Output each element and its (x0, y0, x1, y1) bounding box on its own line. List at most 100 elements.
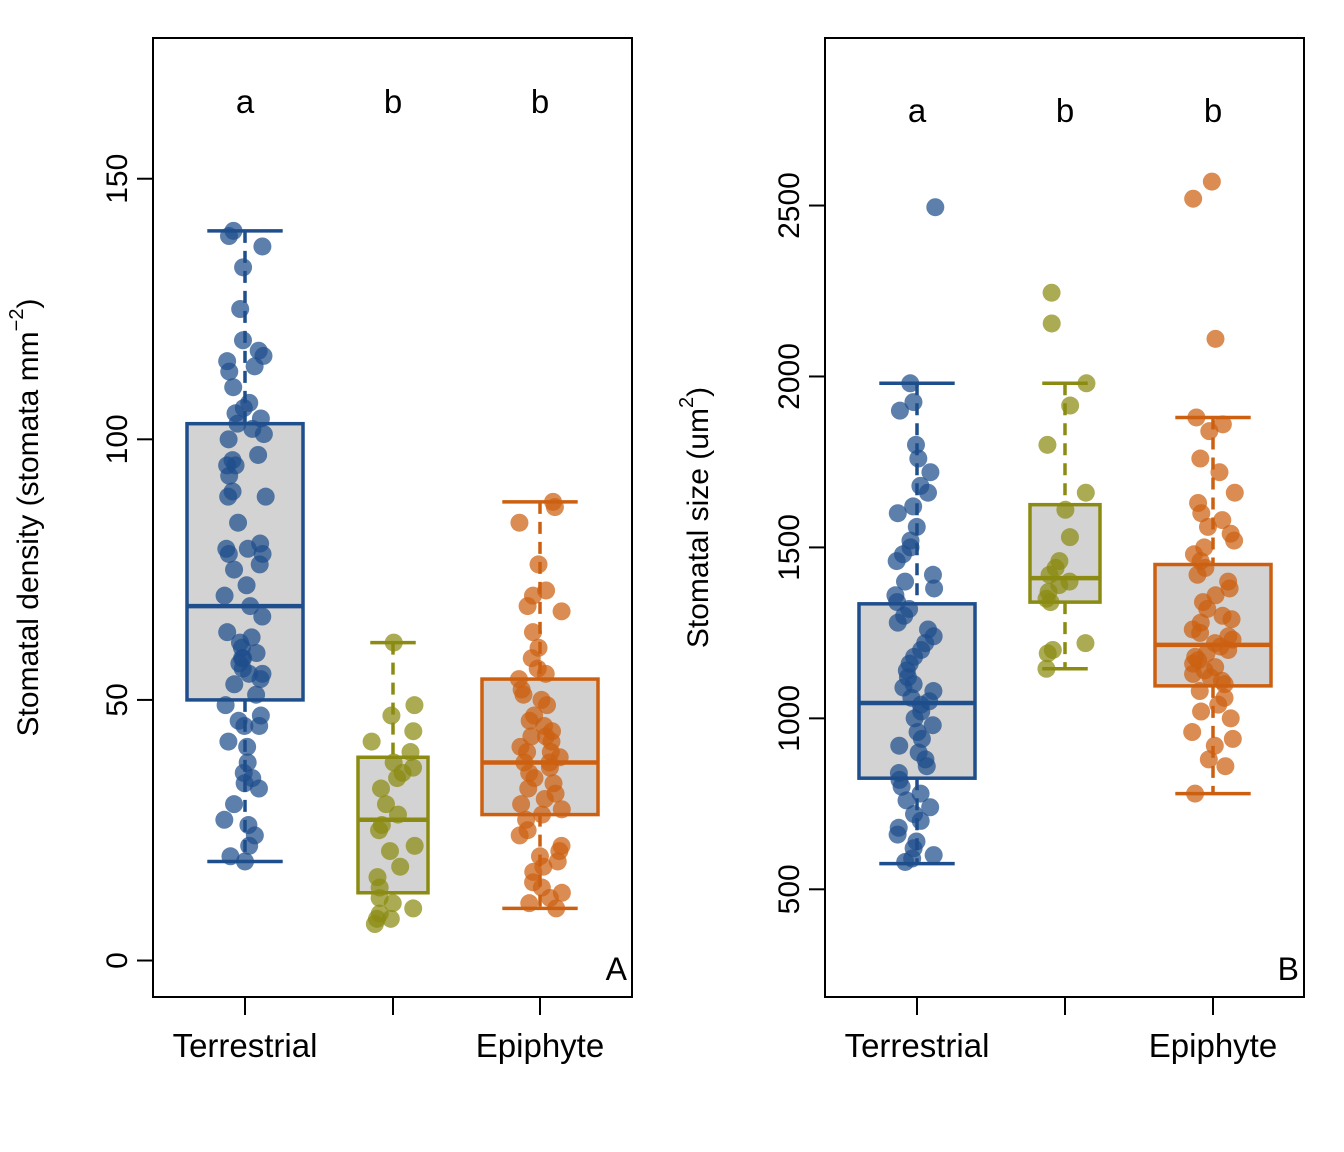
data-point (552, 800, 571, 819)
data-point (911, 784, 930, 803)
data-point (1225, 531, 1244, 550)
data-point (1042, 283, 1061, 302)
data-point (529, 555, 548, 574)
data-point (887, 552, 906, 571)
data-point (245, 357, 264, 376)
data-point (1219, 640, 1238, 659)
data-point (405, 696, 424, 715)
data-point (912, 729, 931, 748)
data-point (235, 852, 254, 871)
data-point (250, 716, 269, 735)
data-point (1191, 623, 1210, 642)
data-point (921, 463, 940, 482)
significance-letter: b (384, 83, 402, 120)
data-point (228, 414, 247, 433)
data-point (1202, 172, 1221, 191)
data-point (229, 513, 248, 532)
data-point (219, 732, 238, 751)
data-point (254, 425, 273, 444)
data-point (911, 811, 930, 830)
data-point (892, 777, 911, 796)
data-point (220, 362, 239, 381)
data-point (540, 758, 559, 777)
data-point (241, 597, 260, 616)
y-tick-label: 100 (101, 414, 134, 464)
data-point (1037, 659, 1056, 678)
box-group-terrestrial: a (857, 92, 977, 871)
data-point (905, 709, 924, 728)
data-point (925, 579, 944, 598)
data-point (381, 909, 400, 928)
y-axis-title-main: Stomatal size (um (682, 408, 715, 648)
data-point (1213, 415, 1232, 434)
panel-label: B (1278, 951, 1299, 987)
data-point (1215, 675, 1234, 694)
data-point (1200, 422, 1219, 441)
x-tick-label: Epiphyte (1149, 1027, 1277, 1064)
data-point (238, 539, 257, 558)
data-point (256, 487, 275, 506)
data-point (249, 779, 268, 798)
data-point (1221, 709, 1240, 728)
data-point (537, 696, 556, 715)
data-point (253, 607, 272, 626)
data-point (888, 613, 907, 632)
data-point (896, 572, 915, 591)
y-axis-title-sup: −2 (6, 309, 28, 332)
data-point (249, 445, 268, 464)
data-point (234, 258, 253, 277)
data-point (512, 795, 531, 814)
data-point (1223, 729, 1242, 748)
data-point (545, 498, 564, 517)
box-group-epiphyte: b (1153, 92, 1273, 803)
data-point (518, 597, 537, 616)
data-point (896, 852, 915, 871)
data-point (247, 685, 266, 704)
data-point (1222, 610, 1241, 629)
data-point (1198, 517, 1217, 536)
data-point (888, 825, 907, 844)
y-axis-title-sup: 2 (676, 397, 698, 408)
data-point (215, 810, 234, 829)
data-point (231, 300, 250, 319)
data-point (1220, 579, 1239, 598)
data-point (1192, 504, 1211, 523)
data-point (535, 789, 554, 808)
data-point (372, 779, 391, 798)
data-point (533, 805, 552, 824)
panel-label: A (606, 951, 628, 987)
data-point (897, 791, 916, 810)
data-point (520, 894, 539, 913)
data-point (923, 565, 942, 584)
data-point (1184, 664, 1203, 683)
data-point (520, 711, 539, 730)
data-point (890, 401, 909, 420)
panel-a: 0 50 100 150 Stomatal density (stomata mm−2)… (6, 37, 633, 1064)
data-point (904, 497, 923, 516)
data-point (1192, 702, 1211, 721)
data-point (251, 670, 270, 689)
data-point (901, 374, 920, 393)
data-point (1210, 463, 1229, 482)
y-axis-title-close: ) (682, 387, 715, 397)
data-point (523, 623, 542, 642)
data-point (1038, 644, 1057, 663)
data-point (909, 449, 928, 468)
y-tick-label: 1500 (773, 514, 806, 581)
data-point (235, 774, 254, 793)
data-point (1190, 682, 1209, 701)
data-point (1076, 483, 1095, 502)
data-point (216, 696, 235, 715)
data-point (233, 331, 252, 350)
data-point (237, 576, 256, 595)
data-point (253, 237, 272, 256)
significance-letter: b (1056, 92, 1074, 129)
data-point (380, 842, 399, 861)
data-point (1060, 528, 1079, 547)
data-point (215, 586, 234, 605)
data-point (1186, 784, 1205, 803)
data-point (1216, 757, 1235, 776)
data-point (221, 847, 240, 866)
x-tick-label: Terrestrial (845, 1027, 990, 1064)
